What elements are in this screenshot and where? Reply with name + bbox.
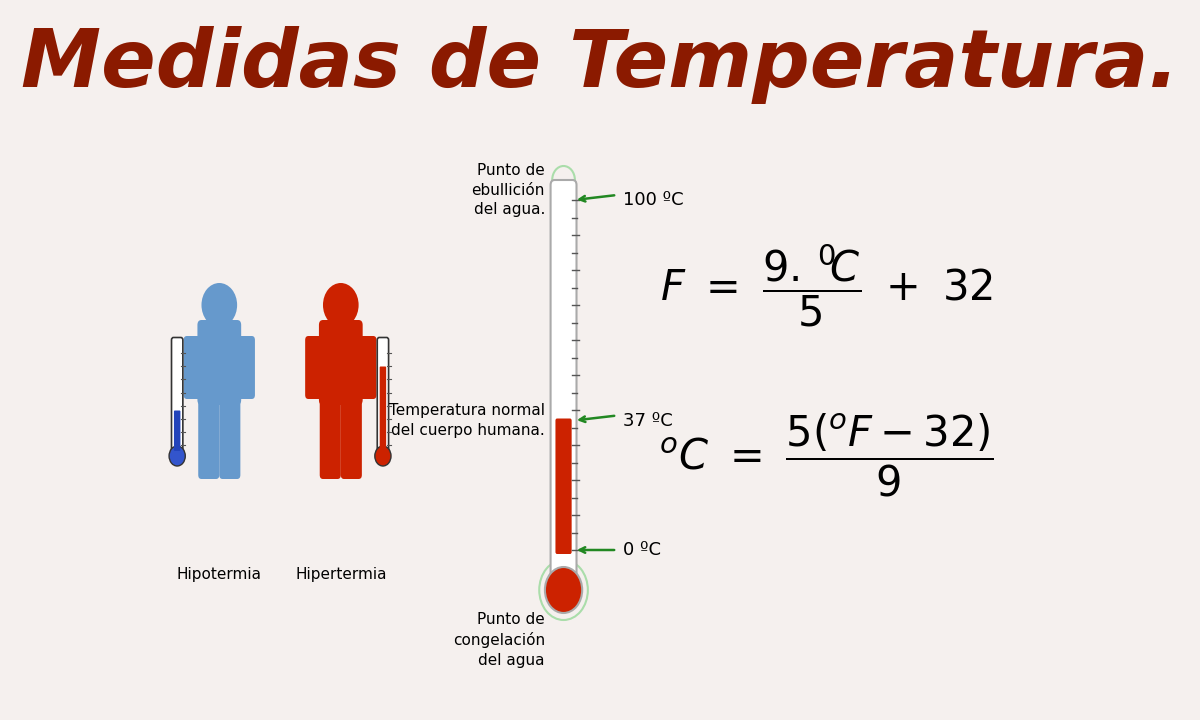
FancyBboxPatch shape (198, 395, 220, 479)
Text: Medidas de Temperatura.: Medidas de Temperatura. (22, 26, 1178, 104)
FancyBboxPatch shape (379, 366, 386, 451)
FancyBboxPatch shape (174, 410, 180, 451)
FancyBboxPatch shape (184, 336, 205, 399)
FancyBboxPatch shape (220, 395, 240, 479)
Text: $F\ =\ \dfrac{9.\,{}^{0}\!C}{5}\ +\ 32$: $F\ =\ \dfrac{9.\,{}^{0}\!C}{5}\ +\ 32$ (660, 241, 994, 329)
Text: ${}^{o}C\ =\ \dfrac{5({}^{o}F-32)}{9}$: ${}^{o}C\ =\ \dfrac{5({}^{o}F-32)}{9}$ (659, 412, 995, 498)
Text: Hipertermia: Hipertermia (295, 567, 386, 582)
Text: Punto de
congelación
del agua: Punto de congelación del agua (452, 612, 545, 668)
Circle shape (323, 283, 359, 327)
FancyBboxPatch shape (319, 395, 341, 479)
Circle shape (545, 567, 582, 613)
Text: 37 ºC: 37 ºC (623, 412, 672, 430)
FancyBboxPatch shape (305, 336, 326, 399)
FancyBboxPatch shape (556, 418, 571, 554)
Circle shape (202, 283, 238, 327)
FancyBboxPatch shape (198, 320, 241, 405)
FancyBboxPatch shape (234, 336, 254, 399)
FancyBboxPatch shape (551, 180, 576, 590)
FancyBboxPatch shape (355, 336, 377, 399)
FancyBboxPatch shape (172, 338, 182, 452)
Text: Hipotermia: Hipotermia (176, 567, 262, 582)
FancyBboxPatch shape (319, 320, 362, 405)
Text: 0 ºC: 0 ºC (623, 541, 661, 559)
Text: Punto de
ebullición
del agua.: Punto de ebullición del agua. (472, 163, 545, 217)
Text: 100 ºC: 100 ºC (623, 191, 683, 209)
FancyBboxPatch shape (377, 338, 389, 452)
Text: Temperatura normal
del cuerpo humana.: Temperatura normal del cuerpo humana. (389, 403, 545, 438)
FancyBboxPatch shape (341, 395, 362, 479)
Circle shape (169, 446, 185, 466)
Circle shape (374, 446, 391, 466)
